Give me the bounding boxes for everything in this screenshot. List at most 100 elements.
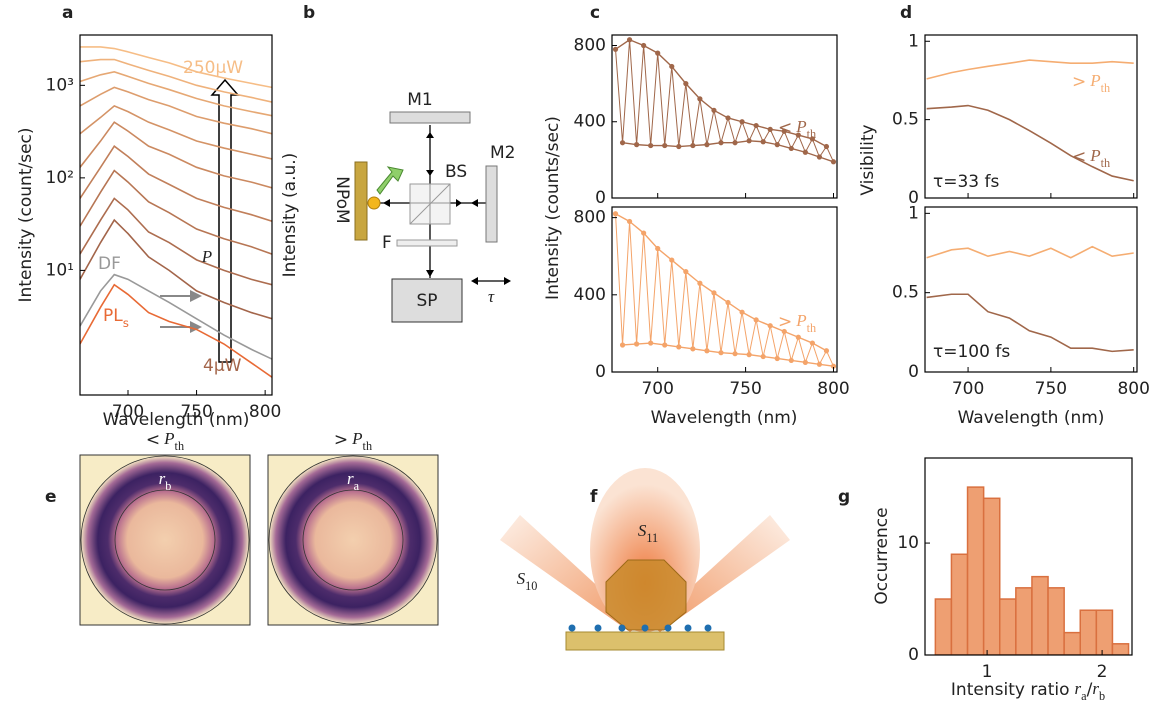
- filter: [396, 239, 458, 247]
- y-tick-label: 10³: [46, 75, 74, 95]
- data-point: [830, 363, 837, 369]
- data-point: [655, 245, 661, 252]
- plot-frame: [924, 457, 1133, 656]
- series-line: [80, 218, 272, 320]
- data-point: [795, 334, 801, 340]
- data-point: [823, 348, 830, 354]
- series-line: [80, 70, 272, 117]
- mirror: [485, 165, 498, 243]
- panel-letter: d: [900, 3, 912, 23]
- y-axis-label: Intensity (counts/sec): [543, 116, 563, 300]
- plot-frame: [924, 206, 1138, 373]
- text-part: b: [1099, 689, 1105, 703]
- x-tick-label: 750: [729, 379, 761, 399]
- text-part: <: [1072, 147, 1086, 167]
- arrow-head: [471, 277, 478, 285]
- y-tick-label: 10¹: [46, 260, 74, 280]
- plot-frame: [611, 34, 838, 199]
- data-point: [760, 139, 766, 145]
- arrow-head: [190, 321, 202, 333]
- plot-frame: [611, 206, 838, 373]
- series-label: > Pth: [778, 311, 816, 335]
- text-part: PL: [103, 306, 123, 326]
- data-point: [795, 132, 801, 138]
- data-point: [669, 63, 675, 70]
- series-line: [80, 283, 272, 378]
- envelope-line: [615, 38, 827, 148]
- x-tick-label: 1: [982, 662, 993, 682]
- series-line: [80, 121, 272, 189]
- plot-area: [612, 211, 837, 369]
- text-part: th: [1101, 156, 1111, 170]
- ring-image: [81, 456, 249, 624]
- data-point: [718, 140, 724, 146]
- data-point: [823, 143, 830, 150]
- data-point: [655, 50, 661, 56]
- arrow-head: [426, 132, 434, 138]
- data-point: [753, 122, 759, 129]
- bar: [1063, 631, 1082, 655]
- text-part: r: [1075, 679, 1082, 698]
- y-tick-label: 400: [574, 112, 606, 132]
- y2-axis-label: Intensity (a.u.): [280, 153, 300, 278]
- text-part: th: [807, 127, 817, 141]
- data-point: [612, 46, 619, 52]
- envelope-line: [622, 342, 834, 367]
- series-line: [80, 145, 272, 222]
- bar: [1111, 643, 1130, 655]
- plot-area: [934, 486, 1130, 655]
- emitters: [568, 624, 712, 632]
- nanoparticle: [605, 559, 687, 631]
- data-point: [781, 128, 787, 134]
- data-point: [612, 211, 619, 217]
- data-point: [746, 352, 752, 358]
- data-point: [774, 355, 780, 362]
- data-point: [683, 269, 689, 275]
- series-line: [615, 213, 834, 367]
- data-point: [662, 342, 668, 348]
- data-point: [809, 340, 815, 346]
- data-point: [641, 230, 647, 236]
- bar: [934, 598, 953, 655]
- arrow-head: [426, 170, 434, 176]
- data-point: [648, 142, 654, 149]
- arrow-head: [190, 290, 202, 302]
- x-axis-label: Wavelength (nm): [651, 408, 798, 428]
- series-line: [80, 58, 272, 103]
- text-part: <: [778, 118, 792, 138]
- emitter: [641, 624, 649, 632]
- series-line: [926, 245, 1134, 259]
- npom-sample: [354, 161, 368, 241]
- bar: [1047, 587, 1065, 655]
- excitation-arrow: [376, 166, 404, 195]
- text-part: th: [175, 439, 185, 453]
- data-point: [669, 257, 675, 263]
- text-part: 4µW: [203, 356, 242, 376]
- series-line: [80, 86, 272, 135]
- label: SP: [416, 291, 437, 311]
- data-point: [676, 344, 682, 350]
- plot-area: [926, 245, 1134, 353]
- data-point: [732, 351, 738, 357]
- x-tick-label: 800: [817, 379, 849, 399]
- bar: [1095, 609, 1114, 655]
- ring-image: [269, 456, 437, 624]
- data-point: [739, 119, 745, 125]
- bar: [966, 486, 985, 655]
- data-point: [641, 42, 647, 49]
- series-line: [80, 197, 272, 286]
- emitter: [618, 624, 626, 632]
- text-part: a: [1081, 689, 1087, 703]
- text-part: a: [354, 479, 360, 493]
- y-tick-label: 0: [595, 362, 606, 382]
- plot-area: [80, 46, 272, 378]
- chart: < Pth 0 400 800 Intensity (counts/sec): [543, 34, 838, 300]
- plot-area: [612, 37, 837, 165]
- envelope-line: [622, 140, 834, 163]
- image-title: > Pth: [334, 429, 372, 453]
- series-label: 4µW: [203, 356, 242, 376]
- data-point: [718, 350, 724, 356]
- y-tick-label: 800: [574, 35, 606, 55]
